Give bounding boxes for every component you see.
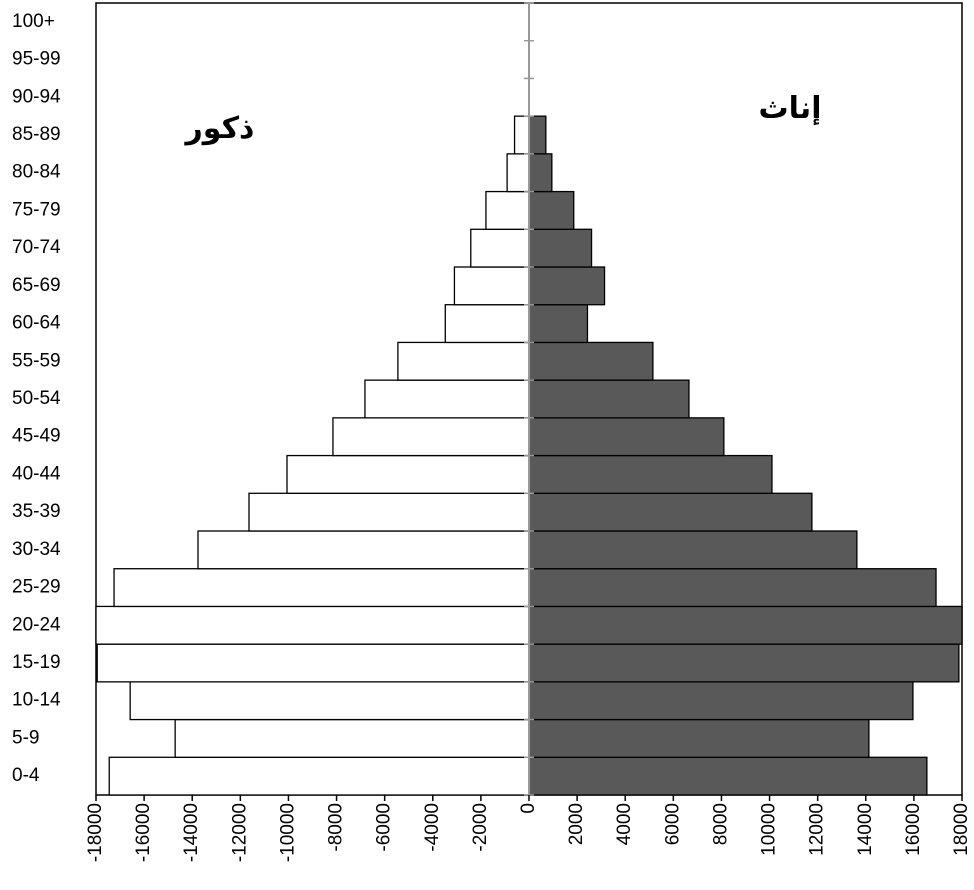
x-tick-label: 0 [518,803,539,814]
bar [248,492,530,532]
x-tick-label: 16000 [903,803,924,856]
y-tick-label: 40-44 [12,463,61,484]
y-tick-label: 5-9 [12,727,39,748]
y-tick-label: 45-49 [12,426,61,447]
x-tick-label: -4000 [422,803,443,852]
y-tick-label: 90-94 [12,86,61,107]
bar [174,718,530,758]
bar [528,756,928,796]
x-tick-label: 14000 [855,803,876,856]
bar [528,190,575,230]
y-tick-label: 60-64 [12,313,61,334]
bar [528,454,773,494]
x-tick-label: -18000 [85,803,106,862]
bar [528,228,593,268]
bar [397,341,530,381]
y-tick-label: 75-79 [12,199,61,220]
bar [113,568,530,608]
x-tick-label: 8000 [710,803,731,845]
bar [444,304,530,344]
x-tick-label: 6000 [662,803,683,845]
y-tick-label: 100+ [12,11,55,32]
y-tick-label: 95-99 [12,49,61,70]
bar [528,115,547,155]
y-tick-label: 35-39 [12,501,61,522]
bar [528,492,813,532]
bar [453,266,530,306]
bar [528,417,725,457]
bar [108,756,530,796]
x-tick-label: -2000 [470,803,491,852]
bar [528,530,858,570]
bar [197,530,530,570]
x-tick-label: -6000 [374,803,395,852]
x-tick-label: 4000 [614,803,635,845]
y-tick-label: 0-4 [12,765,40,786]
bar [286,454,530,494]
x-tick-label: -8000 [326,803,347,852]
bar [528,568,937,608]
bar [506,153,530,193]
female-label: إناث [759,92,822,126]
x-tick-label: -14000 [181,803,202,862]
y-tick-label: 85-89 [12,124,61,145]
y-tick-label: 25-29 [12,577,61,598]
bar [96,643,530,683]
bar [528,718,870,758]
bar [485,190,530,230]
y-tick-label: 50-54 [12,388,61,409]
x-tick-label: -12000 [229,803,250,862]
bar [470,228,530,268]
bar [129,681,530,721]
bar [528,605,963,645]
bar [528,379,690,419]
bar [528,643,960,683]
male-label: ذكور [184,112,255,145]
bar [528,341,654,381]
bar [332,417,530,457]
bar [528,304,589,344]
x-tick-label: 2000 [566,803,587,845]
y-tick-label: 15-19 [12,652,61,673]
x-tick-label: 18000 [951,803,972,856]
bar [528,153,553,193]
y-tick-label: 10-14 [12,690,61,711]
bar [528,266,606,306]
x-tick-label: -10000 [277,803,298,862]
bar [95,605,530,645]
bar [513,115,530,155]
y-tick-label: 55-59 [12,350,61,371]
y-tick-label: 20-24 [12,614,61,635]
y-tick-label: 80-84 [12,162,61,183]
x-tick-label: -16000 [133,803,154,862]
y-tick-label: 70-74 [12,237,61,258]
y-tick-label: 30-34 [12,539,61,560]
bar [364,379,530,419]
y-tick-label: 65-69 [12,275,61,296]
x-tick-label: 10000 [759,803,780,856]
x-tick-label: 12000 [807,803,828,856]
bar [528,681,914,721]
